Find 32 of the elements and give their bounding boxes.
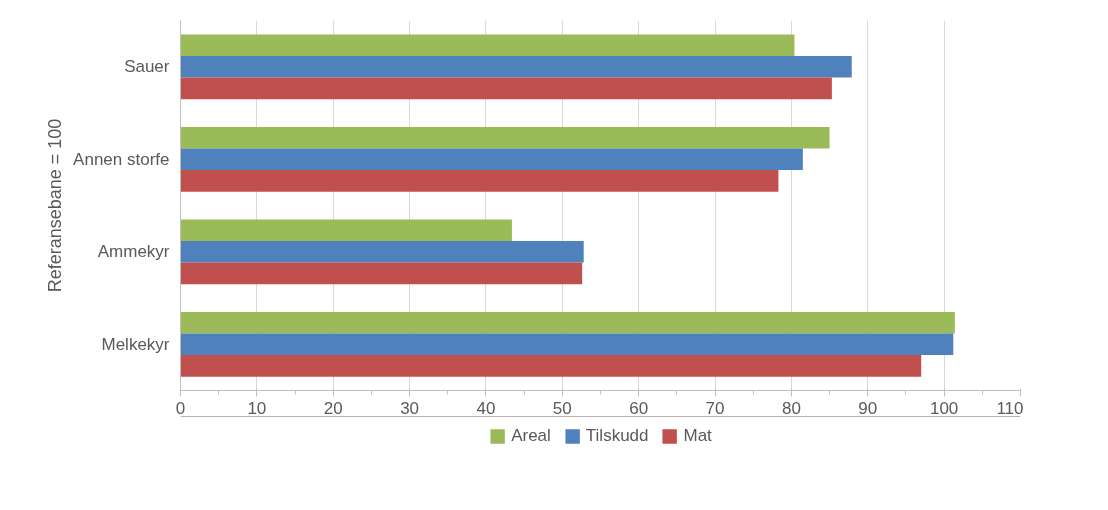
x-tick-label: 70 xyxy=(705,398,725,418)
bar xyxy=(180,311,955,334)
x-tick-label: 80 xyxy=(781,398,801,418)
x-tick-label: 20 xyxy=(323,398,343,418)
x-tick-label: 0 xyxy=(175,398,186,418)
legend-label: Tilskudd xyxy=(585,426,649,446)
bar xyxy=(180,240,584,263)
legend-label: Areal xyxy=(511,426,551,446)
y-tick-label: Melkekyr xyxy=(101,334,170,354)
y-axis-title: Referansebane = 100 xyxy=(45,118,66,293)
legend-label: Mat xyxy=(683,426,712,446)
bar xyxy=(180,55,852,78)
bar xyxy=(180,170,779,192)
y-tick-label: Sauer xyxy=(124,57,170,77)
x-tick-label: 100 xyxy=(929,398,959,418)
y-tick-label: Annen storfe xyxy=(73,149,170,169)
bar xyxy=(180,126,830,149)
bar xyxy=(180,333,954,356)
x-tick-label: 30 xyxy=(400,398,420,418)
x-tick-label: 50 xyxy=(552,398,572,418)
x-tick-label: 110 xyxy=(996,398,1024,418)
bar xyxy=(180,77,832,100)
bar xyxy=(180,219,512,241)
bar xyxy=(180,34,795,56)
bar xyxy=(180,355,922,377)
y-tick-label: Ammekyr xyxy=(97,242,170,262)
bar xyxy=(180,148,803,171)
x-tick-label: 90 xyxy=(858,398,878,418)
x-tick-label: 60 xyxy=(629,398,649,418)
x-tick-label: 40 xyxy=(476,398,496,418)
x-tick-label: 10 xyxy=(247,398,267,418)
bar xyxy=(180,262,583,285)
